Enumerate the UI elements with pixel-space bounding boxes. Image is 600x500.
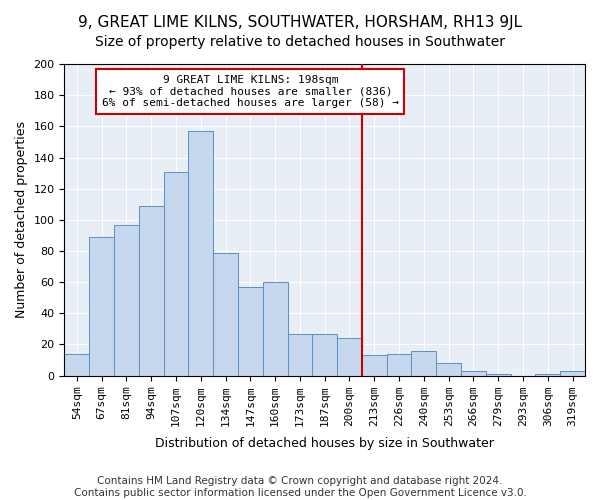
X-axis label: Distribution of detached houses by size in Southwater: Distribution of detached houses by size … [155,437,494,450]
Bar [412,350,436,376]
Text: 9 GREAT LIME KILNS: 198sqm
← 93% of detached houses are smaller (836)
6% of semi: 9 GREAT LIME KILNS: 198sqm ← 93% of deta… [102,75,399,108]
Bar [64,354,89,376]
Bar [263,282,287,376]
Bar [486,374,511,376]
Bar [287,334,313,376]
Bar [188,131,213,376]
Bar [164,172,188,376]
Bar [213,252,238,376]
Bar [114,224,139,376]
Bar [238,287,263,376]
Bar [386,354,412,376]
Bar [560,371,585,376]
Text: 9, GREAT LIME KILNS, SOUTHWATER, HORSHAM, RH13 9JL: 9, GREAT LIME KILNS, SOUTHWATER, HORSHAM… [78,15,522,30]
Bar [89,237,114,376]
Bar [337,338,362,376]
Bar [313,334,337,376]
Text: Size of property relative to detached houses in Southwater: Size of property relative to detached ho… [95,35,505,49]
Bar [535,374,560,376]
Bar [461,371,486,376]
Text: Contains HM Land Registry data © Crown copyright and database right 2024.
Contai: Contains HM Land Registry data © Crown c… [74,476,526,498]
Y-axis label: Number of detached properties: Number of detached properties [15,122,28,318]
Bar [362,356,386,376]
Bar [436,363,461,376]
Bar [139,206,164,376]
